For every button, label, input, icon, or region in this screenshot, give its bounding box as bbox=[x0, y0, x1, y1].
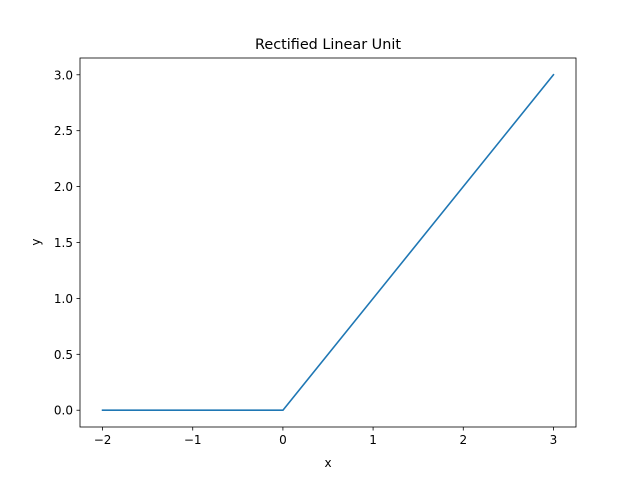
y-tick-label: 2.0 bbox=[54, 180, 73, 194]
y-tick-label: 1.0 bbox=[54, 292, 73, 306]
series-line-0 bbox=[101, 73, 555, 412]
y-tick-label: 3.0 bbox=[54, 68, 73, 82]
y-tick-label: 1.5 bbox=[54, 236, 73, 250]
y-tick-label: 0.0 bbox=[54, 404, 73, 418]
x-tick-label: −2 bbox=[94, 433, 112, 447]
chart-title: Rectified Linear Unit bbox=[255, 37, 401, 53]
x-axis-ticks: −2 −1 0 1 2 3 bbox=[94, 427, 558, 447]
x-tick-label: 1 bbox=[369, 433, 377, 447]
x-axis-label: x bbox=[324, 456, 331, 470]
y-tick-label: 0.5 bbox=[54, 348, 73, 362]
y-axis-label: y bbox=[29, 238, 43, 245]
y-tick-label: 2.5 bbox=[54, 124, 73, 138]
x-tick-label: 0 bbox=[279, 433, 287, 447]
y-axis-ticks: 0.0 0.5 1.0 1.5 2.0 2.5 3.0 bbox=[54, 68, 80, 418]
x-tick-label: 2 bbox=[459, 433, 467, 447]
x-tick-label: 3 bbox=[550, 433, 558, 447]
x-tick-label: −1 bbox=[184, 433, 202, 447]
